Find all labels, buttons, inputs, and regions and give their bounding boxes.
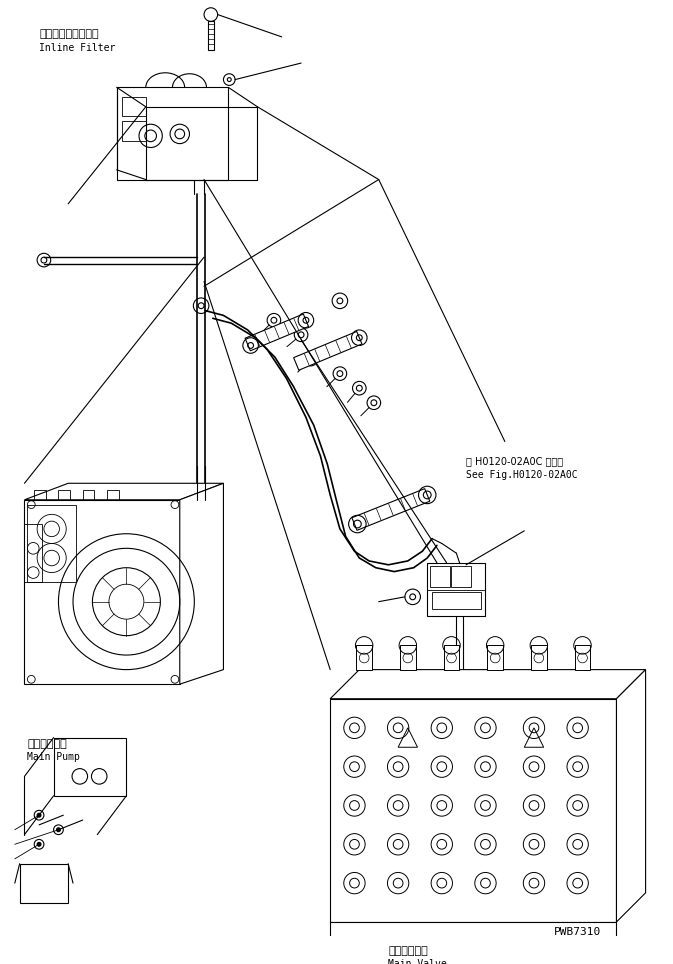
- Text: メインポンプ: メインポンプ: [28, 739, 67, 749]
- Bar: [330, 699, 616, 922]
- Bar: [122, 121, 146, 141]
- Polygon shape: [352, 489, 430, 530]
- Bar: [107, 490, 118, 499]
- Text: 第 H0120-02A0C 図参照: 第 H0120-02A0C 図参照: [466, 456, 563, 467]
- Bar: [531, 645, 546, 670]
- Bar: [444, 645, 459, 670]
- Polygon shape: [180, 483, 223, 684]
- Bar: [24, 499, 180, 684]
- Text: メインバルブ: メインバルブ: [388, 947, 428, 956]
- Bar: [83, 490, 94, 499]
- Text: See Fig.H0120-02A0C: See Fig.H0120-02A0C: [466, 469, 577, 480]
- Bar: [208, 21, 214, 50]
- Bar: [452, 566, 471, 587]
- Text: インラインフィルタ: インラインフィルタ: [39, 29, 99, 40]
- Bar: [59, 490, 70, 499]
- Bar: [28, 504, 76, 582]
- Bar: [24, 524, 42, 582]
- Text: Main Valve: Main Valve: [388, 959, 447, 964]
- Text: Main Pump: Main Pump: [28, 752, 80, 763]
- Bar: [432, 592, 481, 609]
- Circle shape: [37, 814, 41, 817]
- Bar: [487, 645, 503, 670]
- Text: Inline Filter: Inline Filter: [39, 42, 116, 53]
- Circle shape: [57, 828, 61, 832]
- Bar: [357, 645, 372, 670]
- Bar: [116, 88, 228, 179]
- Polygon shape: [616, 670, 645, 922]
- Polygon shape: [245, 314, 308, 351]
- Polygon shape: [20, 864, 68, 902]
- Polygon shape: [54, 737, 127, 795]
- Polygon shape: [330, 670, 645, 699]
- Polygon shape: [24, 483, 223, 499]
- Bar: [34, 490, 46, 499]
- Bar: [427, 563, 485, 616]
- Bar: [122, 97, 146, 117]
- Bar: [330, 922, 616, 941]
- Bar: [400, 645, 416, 670]
- Polygon shape: [293, 332, 362, 370]
- Bar: [430, 566, 450, 587]
- Text: PWB7310: PWB7310: [553, 926, 600, 937]
- Circle shape: [37, 843, 41, 846]
- Bar: [575, 645, 590, 670]
